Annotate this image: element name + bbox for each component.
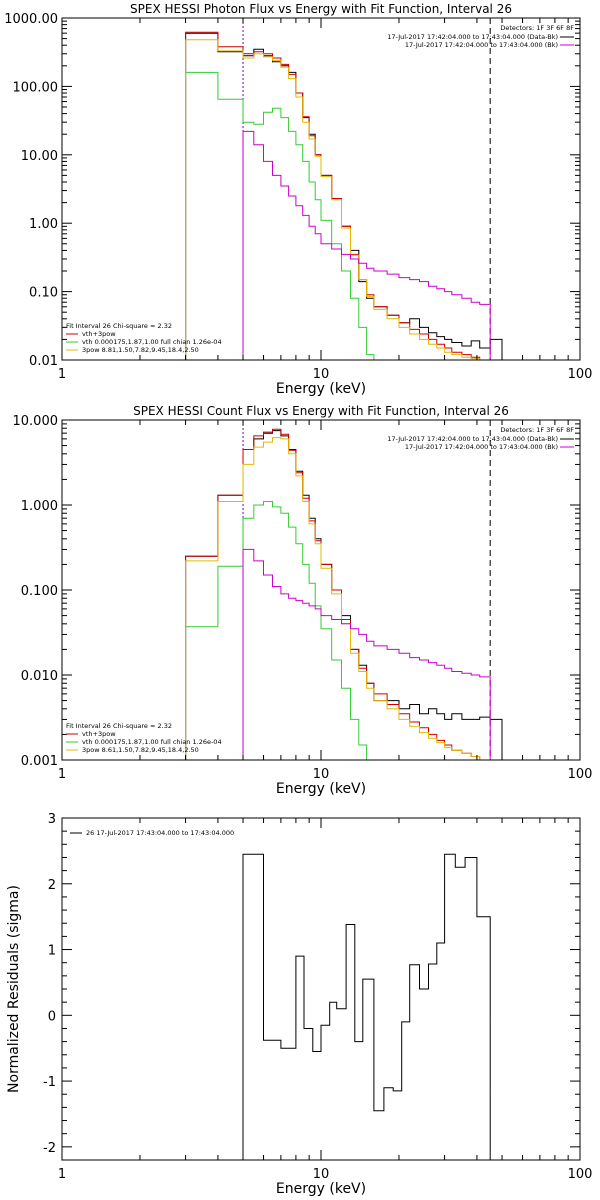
series-line-vth-3pow — [185, 31, 491, 361]
legend-fit-header: Fit Interval 26 Chi-square = 2.32 — [66, 322, 172, 330]
legend-entry: vth+3pow — [82, 730, 116, 738]
plot-frame — [61, 17, 581, 361]
y-axis-label: Normalized Residuals (sigma) — [6, 885, 22, 1093]
legend-entry: 17-Jul-2017 17:42:04.000 to 17:43:04.000… — [387, 33, 558, 41]
y-tick-label: 0.100 — [21, 584, 58, 599]
y-tick-label: -2 — [43, 1141, 56, 1156]
y-tick-label: 1000.00 — [4, 12, 58, 27]
plot-frame — [61, 817, 581, 1161]
plot-frame — [61, 419, 581, 761]
series-line-vth-3pow — [185, 428, 491, 761]
y-tick-label: 1.000 — [21, 499, 58, 514]
legend-entry: 3pow 8.61,1.50,7.82,9.45,18.4,2.50 — [82, 746, 199, 754]
series-line-data-bk — [185, 32, 503, 360]
y-tick-label: 1.00 — [29, 217, 58, 232]
x-tick-label: 1 — [58, 367, 66, 382]
y-tick-label: 10.000 — [13, 414, 59, 429]
x-tick-label: 10 — [313, 767, 330, 782]
series-line-residuals — [242, 853, 491, 1160]
y-tick-label: 100.00 — [13, 80, 59, 95]
x-tick-label: 100 — [568, 1167, 593, 1182]
legend-entry: 17-Jul-2017 17:42:04.000 to 17:43:04.000… — [405, 41, 558, 49]
legend-entry: 17-Jul-2017 17:42:04.000 to 17:43:04.000… — [405, 443, 558, 451]
legend-entry: vth 0.000175,1.87,1.00 full chian 1.26e-… — [82, 338, 222, 346]
y-tick-label: 0.001 — [21, 754, 58, 769]
y-tick-label: 3 — [48, 812, 56, 827]
x-axis-label: Energy (keV) — [276, 781, 366, 797]
chart-title: SPEX HESSI Count Flux vs Energy with Fit… — [133, 404, 509, 418]
series-line-vth — [185, 71, 375, 360]
y-tick-label: -1 — [43, 1075, 56, 1090]
chart-title: SPEX HESSI Photon Flux vs Energy with Fi… — [130, 2, 512, 16]
series-line-data-bk — [185, 430, 503, 760]
series-line-bk — [242, 548, 491, 760]
x-tick-label: 1 — [58, 767, 66, 782]
legend-entry: 17-Jul-2017 17:42:04.000 to 17:43:04.000… — [387, 435, 558, 443]
series-line-vth — [185, 501, 368, 760]
y-tick-label: 1 — [48, 944, 56, 959]
x-tick-label: 100 — [568, 367, 593, 382]
legend-entry: vth+3pow — [82, 330, 116, 338]
series-line-bk — [242, 130, 491, 360]
y-tick-label: 0.01 — [29, 354, 58, 369]
legend-detectors-header: Detectors: 1F 3F 6F 8F — [500, 24, 574, 32]
x-tick-label: 10 — [313, 1167, 330, 1182]
y-tick-label: 10.00 — [21, 149, 58, 164]
x-axis-label: Energy (keV) — [276, 1181, 366, 1197]
legend-entry: 26 17-Jul-2017 17:43:04.000 to 17:43:04.… — [86, 829, 234, 837]
series-line-3pow — [185, 437, 491, 761]
legend-entry: 3pow 8.81,1.50,7.82,9.45,18.4,2.50 — [82, 346, 199, 354]
legend-fit-header: Fit Interval 26 Chi-square = 2.32 — [66, 722, 172, 730]
legend-entry: vth 0.000175,1.87,1.00 full chian 1.26e-… — [82, 738, 222, 746]
y-tick-label: 2 — [48, 878, 56, 893]
x-axis-label: Energy (keV) — [276, 381, 366, 397]
chart-1: SPEX HESSI Photon Flux vs Energy with Fi… — [4, 2, 592, 397]
chart-3: 1 10 100 Energy (keV) -2 -1 0 1 2 3 Normalized Res… — [6, 812, 592, 1197]
series-line-3pow — [185, 39, 491, 361]
y-tick-label: 0.010 — [21, 669, 58, 684]
y-tick-label: 0 — [48, 1009, 56, 1024]
chart-2: SPEX HESSI Count Flux vs Energy with Fit… — [13, 404, 593, 797]
x-tick-label: 1 — [58, 1167, 66, 1182]
y-tick-label: 0.10 — [29, 286, 58, 301]
legend-detectors-header: Detectors: 1F 3F 6F 8F — [500, 426, 574, 434]
x-tick-label: 10 — [313, 367, 330, 382]
x-tick-label: 100 — [568, 767, 593, 782]
